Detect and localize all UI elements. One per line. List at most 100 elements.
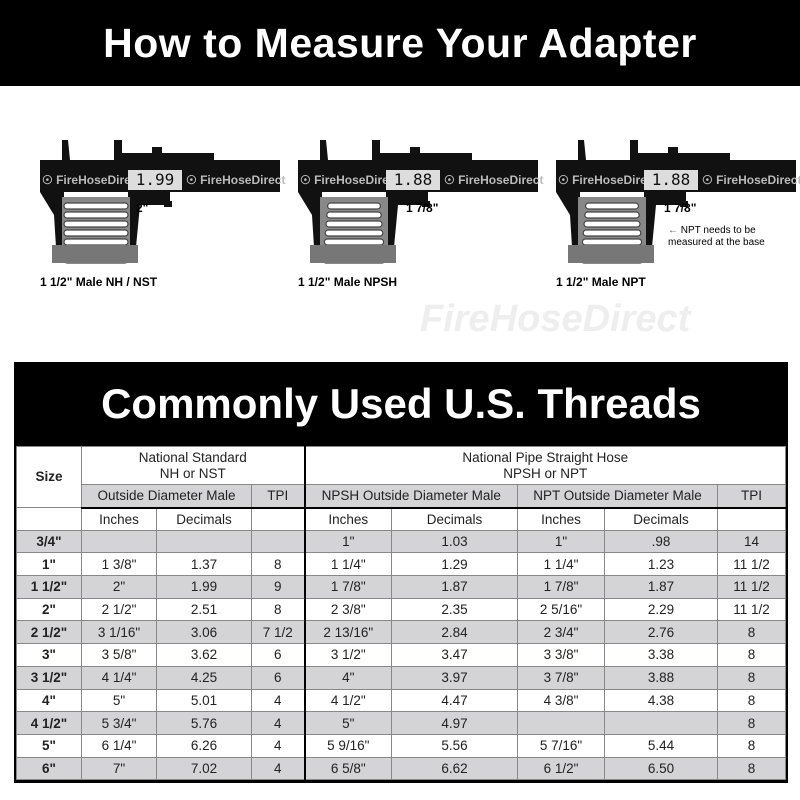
- sub-header: NPT Outside Diameter Male: [517, 484, 718, 509]
- value-cell: 7": [81, 756, 157, 781]
- table-row: 4" 5" 5.01 4 4 1/2" 4.47 4 3/8" 4.38 8: [16, 688, 786, 713]
- value-cell: 11 1/2: [717, 575, 786, 599]
- size-cell: 1": [16, 552, 82, 577]
- caliper-reading: 1.88: [644, 170, 698, 190]
- value-cell: 5": [81, 688, 157, 713]
- value-cell: 5.01: [156, 688, 252, 713]
- size-cell: 2": [16, 597, 82, 622]
- value-cell: 3 1/2": [303, 643, 392, 667]
- size-cell: 3": [16, 643, 82, 667]
- value-cell: 7 1/2: [251, 620, 305, 645]
- value-cell: 2.51: [156, 597, 252, 622]
- group-npsh-header: National Pipe Straight Hose NPSH or NPT: [303, 446, 786, 485]
- group-nh-header: National Standard NH or NST: [81, 446, 305, 485]
- caliper-diagram: ☉ FireHoseDirect ☉ FireHoseDirect 1.88 1…: [298, 135, 548, 295]
- size-cell: 4 1/2": [16, 711, 82, 735]
- watermark-logo: FireHoseDirect: [420, 298, 691, 340]
- table-row: 3/4" 1" 1.03 1" .98 14: [16, 529, 786, 554]
- adapter-caption: 1 1/2" Male NH / NST: [40, 275, 158, 289]
- value-cell: 8: [717, 733, 786, 758]
- value-cell: 1.87: [604, 575, 718, 599]
- size-cell: 3 1/2": [16, 665, 82, 690]
- value-cell: 4: [251, 733, 305, 758]
- caliper-diagram: ☉ FireHoseDirect ☉ FireHoseDirect 1.99 2…: [40, 135, 290, 295]
- table-row: 4 1/2" 5 3/4" 5.76 4 5" 4.97 8: [16, 711, 786, 735]
- value-cell: 5": [303, 711, 392, 735]
- measurement-label: 1 7/8": [406, 201, 439, 215]
- value-cell: 7.02: [156, 756, 252, 781]
- unit-header: Inches: [303, 507, 392, 531]
- unit-header: Decimals: [391, 507, 518, 531]
- value-cell: 1 1/4": [303, 552, 392, 577]
- size-cell: 3/4": [16, 529, 82, 554]
- table-row: 3" 3 5/8" 3.62 6 3 1/2" 3.47 3 3/8" 3.38 8: [16, 643, 786, 667]
- table-row: 1 1/2" 2" 1.99 9 1 7/8" 1.87 1 7/8" 1.87 11 1/2: [16, 575, 786, 599]
- value-cell: [517, 711, 605, 735]
- value-cell: 6 1/4": [81, 733, 157, 758]
- measurement-label: 1 7/8": [664, 201, 697, 215]
- brand-watermark: ☉ FireHoseDirect: [558, 173, 658, 187]
- value-cell: 1": [303, 529, 392, 554]
- value-cell: 1.23: [604, 552, 718, 577]
- caliper-reading: 1.99: [128, 170, 182, 190]
- value-cell: 1 7/8": [303, 575, 392, 599]
- value-cell: 2 3/4": [517, 620, 605, 645]
- value-cell: 5.56: [391, 733, 518, 758]
- caliper-diagram: ☉ FireHoseDirect ☉ FireHoseDirect 1.88 1…: [556, 135, 800, 295]
- value-cell: 1 7/8": [517, 575, 605, 599]
- value-cell: [604, 711, 718, 735]
- value-cell: 8: [717, 756, 786, 781]
- value-cell: 6.62: [391, 756, 518, 781]
- value-cell: 2.76: [604, 620, 718, 645]
- value-cell: 8: [717, 643, 786, 667]
- value-cell: 11 1/2: [717, 552, 786, 577]
- value-cell: 6: [251, 665, 305, 690]
- npt-note: ← NPT needs to be measured at the base: [668, 225, 765, 248]
- size-cell: 6": [16, 756, 82, 781]
- value-cell: 4.38: [604, 688, 718, 713]
- value-cell: 6 5/8": [303, 756, 392, 781]
- brand-watermark: ☉ FireHoseDirect: [186, 173, 286, 187]
- table-row: 2" 2 1/2" 2.51 8 2 3/8" 2.35 2 5/16" 2.29 11 1/2: [16, 597, 786, 622]
- value-cell: 8: [717, 620, 786, 645]
- page-title: How to Measure Your Adapter: [0, 0, 800, 86]
- value-cell: 3.97: [391, 665, 518, 690]
- value-cell: 5 3/4": [81, 711, 157, 735]
- value-cell: 1 1/4": [517, 552, 605, 577]
- value-cell: 1.29: [391, 552, 518, 577]
- sub-header: TPI: [251, 484, 305, 509]
- value-cell: 1.37: [156, 552, 252, 577]
- value-cell: 1": [517, 529, 605, 554]
- value-cell: 3 7/8": [517, 665, 605, 690]
- unit-header: Inches: [517, 507, 605, 531]
- size-cell: 1 1/2": [16, 575, 82, 599]
- value-cell: 8: [717, 711, 786, 735]
- value-cell: 8: [251, 597, 305, 622]
- value-cell: 4: [251, 688, 305, 713]
- value-cell: 8: [717, 665, 786, 690]
- value-cell: 2.84: [391, 620, 518, 645]
- value-cell: 1.03: [391, 529, 518, 554]
- value-cell: 3 5/8": [81, 643, 157, 667]
- value-cell: 3.06: [156, 620, 252, 645]
- value-cell: 1 3/8": [81, 552, 157, 577]
- value-cell: 5 9/16": [303, 733, 392, 758]
- table-row: 1" 1 3/8" 1.37 8 1 1/4" 1.29 1 1/4" 1.23 11 1/2: [16, 552, 786, 577]
- value-cell: 2 13/16": [303, 620, 392, 645]
- value-cell: 6.26: [156, 733, 252, 758]
- sub-header: TPI: [717, 484, 786, 509]
- measurement-label: 2": [136, 201, 149, 215]
- value-cell: 3.88: [604, 665, 718, 690]
- value-cell: 3.47: [391, 643, 518, 667]
- table-title: Commonly Used U.S. Threads: [101, 380, 701, 427]
- size-cell: 4": [16, 688, 82, 713]
- value-cell: [156, 529, 252, 554]
- value-cell: 4.97: [391, 711, 518, 735]
- size-cell: 5": [16, 733, 82, 758]
- unit-header: Decimals: [156, 507, 252, 531]
- value-cell: 3 3/8": [517, 643, 605, 667]
- value-cell: 2.35: [391, 597, 518, 622]
- unit-header: Decimals: [604, 507, 718, 531]
- threads-table-panel: Commonly Used U.S. Threads Size National…: [14, 362, 788, 783]
- brand-watermark: ☉ FireHoseDirect: [444, 173, 544, 187]
